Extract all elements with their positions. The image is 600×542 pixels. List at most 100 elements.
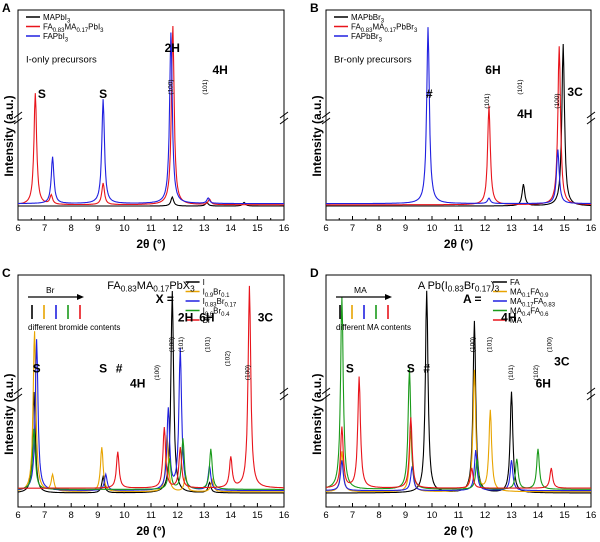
arrow-head <box>385 294 392 300</box>
legend-entry: FA0.83MA0.17PbI3 <box>43 23 104 35</box>
panel-c: C 6 7 8 9 10 11 12 13 14 15 16 2θ (°) Intensity (a.u.… <box>2 266 289 538</box>
hkl-label: (100) <box>554 93 561 108</box>
plot-frame <box>325 9 592 221</box>
arrow-head <box>77 294 84 300</box>
legend-label: X = <box>156 292 174 306</box>
legend-entry: I0.6Br0.4 <box>203 307 231 319</box>
hkl-label: (100) <box>169 337 176 352</box>
series-line-0 <box>326 43 592 207</box>
x-tick-label: 11 <box>454 510 464 521</box>
x-tick-label: 13 <box>199 510 210 521</box>
peak-annotation: 6H <box>199 310 214 324</box>
x-tick-label: 16 <box>586 510 597 521</box>
peak-annotation: S <box>99 361 107 375</box>
x-tick-label: 14 <box>226 510 237 521</box>
series-line-0 <box>18 195 284 207</box>
x-tick-label: 6 <box>323 510 328 521</box>
x-tick-label: 11 <box>454 223 464 234</box>
x-tick-label: 12 <box>480 510 491 521</box>
panel-note: I-only precursors <box>26 55 97 66</box>
series-line-2 <box>326 450 591 492</box>
x-tick-label: 13 <box>199 223 210 234</box>
hkl-label: (100) <box>244 365 251 380</box>
legend-entry: I0.9Br0.1 <box>203 288 231 300</box>
panel-title: FA0.83MA0.17PbX3 <box>107 280 195 294</box>
x-tick-label: 6 <box>323 223 328 234</box>
x-tick-label: 9 <box>403 510 408 521</box>
hkl-label: (101) <box>205 337 212 352</box>
axis-break-mark <box>586 393 596 401</box>
x-tick-label: 8 <box>69 510 74 521</box>
y-axis-label: Intensity (a.u.) <box>310 95 324 176</box>
legend-entry: MAPbBr3 <box>351 13 385 25</box>
x-tick-label: 6 <box>15 510 20 521</box>
x-tick-label: 7 <box>350 510 355 521</box>
legend-entry: FAPbI3 <box>43 32 69 44</box>
axis-break-mark <box>321 393 331 401</box>
hkl-label: (102) <box>225 351 232 366</box>
panel-note: different MA contents <box>336 323 411 332</box>
hkl-label: (101) <box>508 365 515 380</box>
arrow-label: Br <box>46 285 55 295</box>
series-line-3 <box>325 297 591 490</box>
legend-entry: FAPbBr3 <box>351 32 383 44</box>
peak-annotation: # <box>423 361 430 375</box>
x-tick-label: 13 <box>506 510 517 521</box>
x-tick-label: 14 <box>533 223 544 234</box>
peak-annotation: 4H <box>501 310 516 324</box>
x-tick-label: 14 <box>533 510 544 521</box>
panel-note: Br-only precursors <box>334 55 412 66</box>
hkl-label: (102) <box>533 365 540 380</box>
y-axis-label: Intensity (a.u.) <box>2 95 16 176</box>
hkl-label: (101) <box>178 337 185 352</box>
series-line-2 <box>18 32 284 205</box>
axis-break-mark <box>279 117 289 125</box>
x-tick-label: 8 <box>376 223 381 234</box>
plot-frame <box>325 274 592 508</box>
axis-break-mark <box>586 111 596 119</box>
x-tick-label: 12 <box>172 510 183 521</box>
peak-annotation: S <box>99 87 107 101</box>
axis-break-mark <box>13 393 23 401</box>
x-axis-label: 2θ (°) <box>136 237 165 251</box>
x-tick-label: 15 <box>252 510 263 521</box>
hkl-label: (100) <box>154 365 161 380</box>
hkl-label: (100) <box>469 337 476 352</box>
x-tick-label: 15 <box>252 223 263 234</box>
axis-break-mark <box>279 393 289 401</box>
panel-note: different bromide contents <box>28 323 120 332</box>
peak-annotation: 6H <box>536 376 551 390</box>
arrow-label: MA <box>354 285 367 295</box>
x-tick-label: 11 <box>146 510 156 521</box>
x-tick-label: 8 <box>69 223 74 234</box>
axis-break-mark <box>279 387 289 395</box>
axis-break-mark <box>321 387 331 395</box>
x-tick-label: 6 <box>15 223 20 234</box>
peak-annotation: S <box>33 361 41 375</box>
axis-break-mark <box>321 117 331 125</box>
x-tick-label: 7 <box>42 223 47 234</box>
panel-a: A 6 7 8 9 10 11 12 13 14 15 16 2θ (°) Intensity (a.u.… <box>2 1 289 251</box>
x-tick-label: 11 <box>146 223 156 234</box>
peak-annotation: S <box>407 361 415 375</box>
legend-entry: FA <box>510 278 520 287</box>
panel-label: A <box>2 1 11 15</box>
legend-entry: I0.83Br0.17 <box>203 297 237 309</box>
axis-break-mark <box>13 387 23 395</box>
peak-annotation: 3C <box>258 310 274 324</box>
legend-entry: MA <box>510 316 523 325</box>
peak-annotation: 4H <box>130 376 145 390</box>
x-tick-label: 15 <box>559 510 570 521</box>
panel-d: D 6 7 8 9 10 11 12 13 14 15 16 2θ (°) Intensity (a.u.… <box>310 266 596 538</box>
hkl-label: (101) <box>517 79 524 94</box>
peak-annotation: 4H <box>212 63 227 77</box>
panel-label: D <box>310 266 319 280</box>
axis-break-mark <box>321 111 331 119</box>
plot-frame <box>17 9 285 221</box>
series-line-1 <box>325 369 591 493</box>
peak-annotation: 2H <box>165 41 180 55</box>
peak-annotation: S <box>346 361 354 375</box>
x-axis-label: 2θ (°) <box>444 237 473 251</box>
x-tick-label: 10 <box>119 223 130 234</box>
